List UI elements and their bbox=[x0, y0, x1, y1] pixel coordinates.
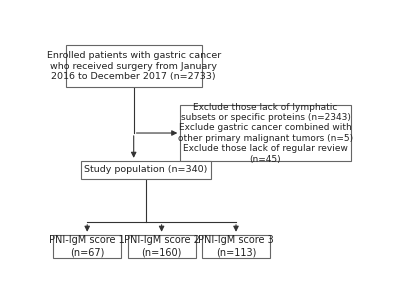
FancyBboxPatch shape bbox=[128, 235, 196, 258]
Text: PNI-IgM score 3
(n=113): PNI-IgM score 3 (n=113) bbox=[198, 236, 274, 257]
FancyBboxPatch shape bbox=[202, 235, 270, 258]
Text: Exclude those lack of lymphatic
subsets or specific proteins (n=2343)
Exclude ga: Exclude those lack of lymphatic subsets … bbox=[178, 103, 353, 164]
FancyBboxPatch shape bbox=[180, 105, 351, 161]
Text: Enrolled patients with gastric cancer
who received surgery from January
2016 to : Enrolled patients with gastric cancer wh… bbox=[46, 51, 221, 81]
FancyBboxPatch shape bbox=[66, 45, 202, 87]
Text: Study population (n=340): Study population (n=340) bbox=[84, 166, 208, 175]
FancyBboxPatch shape bbox=[53, 235, 121, 258]
Text: PNI-IgM score 2
(n=160): PNI-IgM score 2 (n=160) bbox=[124, 236, 200, 257]
Text: PNI-IgM score 1
(n=67): PNI-IgM score 1 (n=67) bbox=[49, 236, 125, 257]
FancyBboxPatch shape bbox=[81, 161, 211, 179]
